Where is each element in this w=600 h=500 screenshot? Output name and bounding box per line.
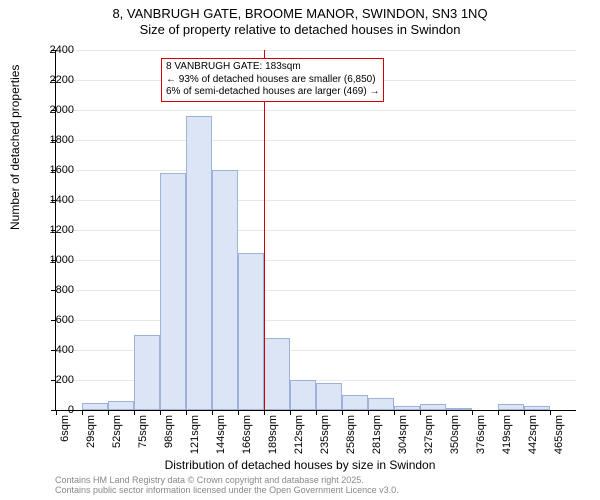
xtick-label: 350sqm [449,415,461,454]
histogram-bar [264,338,290,410]
xtick-mark [472,410,473,415]
ytick-label: 1600 [34,164,74,176]
histogram-bar [134,335,160,410]
plot-region: 6sqm29sqm52sqm75sqm98sqm121sqm144sqm166s… [55,50,576,411]
ytick-label: 200 [34,374,74,386]
gridline [56,170,576,171]
xtick-label: 121sqm [189,415,201,454]
xtick-label: 281sqm [371,415,383,454]
xtick-label: 258sqm [345,415,357,454]
xtick-mark [446,410,447,415]
xtick-mark [316,410,317,415]
histogram-bar [238,253,264,411]
ytick-label: 800 [34,284,74,296]
xtick-mark [368,410,369,415]
footer-line-1: Contains HM Land Registry data © Crown c… [55,475,399,485]
histogram-bar [394,406,420,411]
histogram-bar [186,116,212,410]
title-line-2: Size of property relative to detached ho… [0,22,600,38]
xtick-label: 6sqm [59,415,71,442]
histogram-bar [498,404,524,410]
ytick-label: 1800 [34,134,74,146]
xtick-mark [290,410,291,415]
xtick-mark [238,410,239,415]
histogram-bar [446,408,472,410]
xtick-mark [550,410,551,415]
chart-title-block: 8, VANBRUGH GATE, BROOME MANOR, SWINDON,… [0,0,600,39]
xtick-label: 419sqm [501,415,513,454]
gridline [56,50,576,51]
histogram-bar [82,403,108,411]
xtick-label: 304sqm [397,415,409,454]
ytick-label: 2400 [34,44,74,56]
xtick-label: 166sqm [241,415,253,454]
annotation-line: 6% of semi-detached houses are larger (4… [166,86,379,99]
histogram-bar [108,401,134,410]
xtick-label: 98sqm [163,415,175,448]
xtick-mark [394,410,395,415]
xtick-label: 52sqm [111,415,123,448]
histogram-bar [420,404,446,410]
ytick-label: 400 [34,344,74,356]
gridline [56,140,576,141]
annotation-line: 8 VANBRUGH GATE: 183sqm [166,61,379,74]
xtick-mark [212,410,213,415]
xtick-mark [524,410,525,415]
chart-area: 6sqm29sqm52sqm75sqm98sqm121sqm144sqm166s… [55,50,575,410]
title-line-1: 8, VANBRUGH GATE, BROOME MANOR, SWINDON,… [0,6,600,22]
gridline [56,200,576,201]
xtick-mark [160,410,161,415]
gridline [56,320,576,321]
ytick-label: 0 [34,404,74,416]
histogram-bar [316,383,342,410]
xtick-mark [264,410,265,415]
histogram-bar [212,170,238,410]
xtick-mark [134,410,135,415]
xtick-label: 29sqm [85,415,97,448]
gridline [56,290,576,291]
xtick-mark [108,410,109,415]
histogram-bar [160,173,186,410]
histogram-bar [368,398,394,410]
xtick-mark [420,410,421,415]
ytick-label: 600 [34,314,74,326]
xtick-label: 376sqm [475,415,487,454]
ytick-label: 1200 [34,224,74,236]
xtick-mark [186,410,187,415]
histogram-bar [290,380,316,410]
ytick-label: 1000 [34,254,74,266]
annotation-line: ← 93% of detached houses are smaller (6,… [166,74,379,87]
ytick-label: 1400 [34,194,74,206]
chart-footer: Contains HM Land Registry data © Crown c… [55,475,399,496]
gridline [56,110,576,111]
ytick-label: 2000 [34,104,74,116]
xtick-label: 327sqm [423,415,435,454]
gridline [56,260,576,261]
xtick-label: 144sqm [215,415,227,454]
xtick-label: 75sqm [137,415,149,448]
y-axis-label: Number of detached properties [8,65,22,230]
histogram-bar [524,406,550,411]
marker-line [264,50,265,410]
xtick-label: 212sqm [293,415,305,454]
ytick-label: 2200 [34,74,74,86]
histogram-bar [342,395,368,410]
xtick-mark [82,410,83,415]
xtick-label: 465sqm [553,415,565,454]
xtick-label: 189sqm [267,415,279,454]
xtick-mark [342,410,343,415]
annotation-box: 8 VANBRUGH GATE: 183sqm← 93% of detached… [161,58,384,102]
xtick-label: 442sqm [527,415,539,454]
footer-line-2: Contains public sector information licen… [55,485,399,495]
xtick-mark [498,410,499,415]
x-axis-label: Distribution of detached houses by size … [0,458,600,472]
xtick-label: 235sqm [319,415,331,454]
gridline [56,230,576,231]
